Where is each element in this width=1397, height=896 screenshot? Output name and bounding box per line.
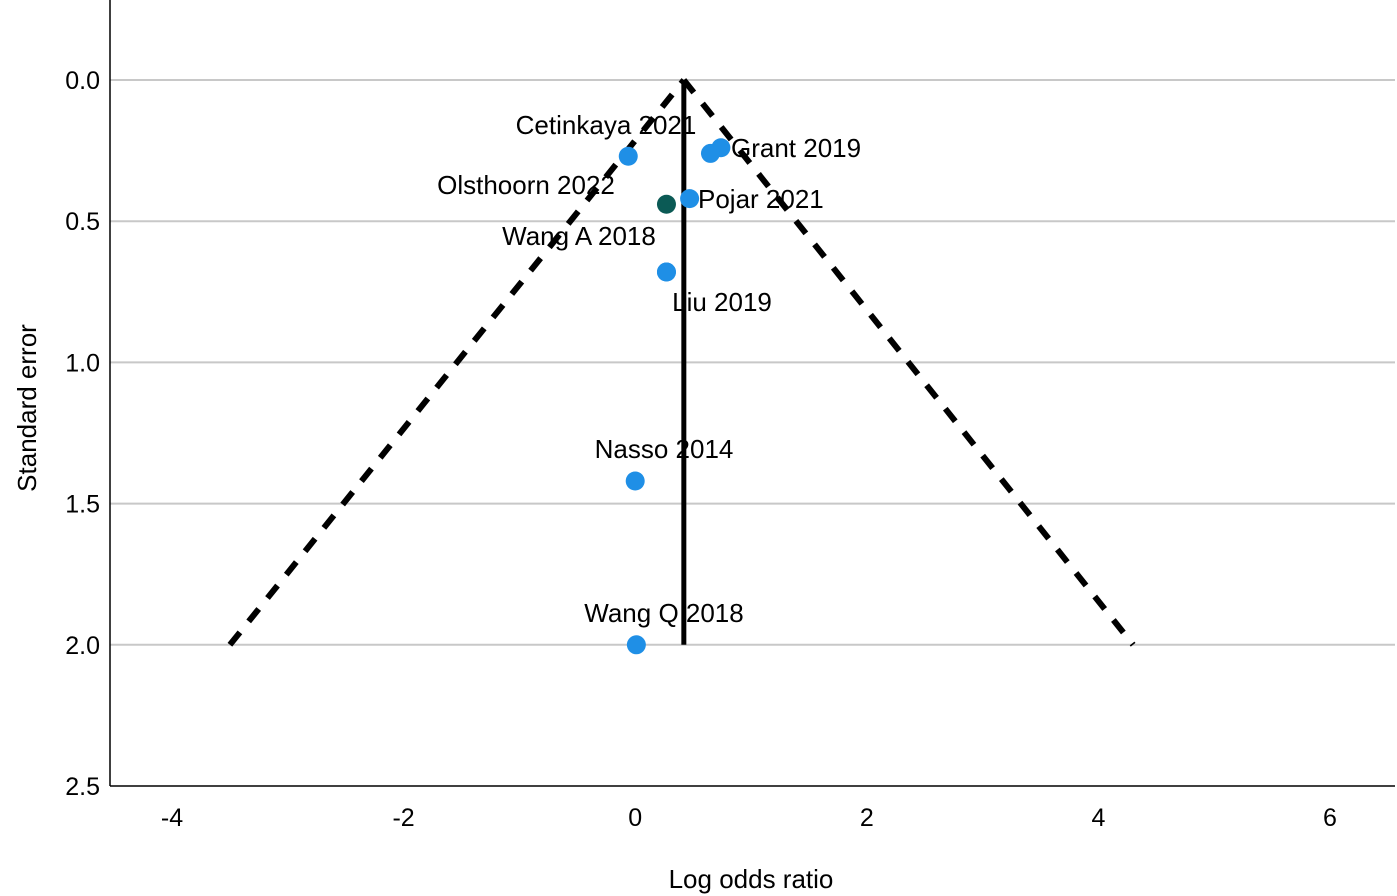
study-point <box>700 143 720 163</box>
study-label: Wang A 2018 <box>502 221 656 251</box>
y-axis-title: Standard error <box>12 324 42 492</box>
study-label: Grant 2019 <box>731 133 861 163</box>
study-label: Liu 2019 <box>672 287 772 317</box>
funnel-right-boundary <box>681 78 1136 647</box>
x-tick-label: 0 <box>628 804 642 832</box>
study-labels: Cetinkaya 2021 Grant 2019 Olsthoorn 2022 Po… <box>437 110 861 628</box>
axes: 0.0 0.5 1.0 1.5 2.0 2.5 -4 -2 0 2 4 6 <box>65 0 1395 832</box>
study-label: Cetinkaya 2021 <box>516 110 697 140</box>
x-tick-label: -2 <box>392 804 414 832</box>
study-label: Pojar 2021 <box>698 184 824 214</box>
y-tick-label: 1.5 <box>65 491 100 519</box>
funnel-left-boundary <box>227 78 687 647</box>
y-tick-label: 0.5 <box>65 208 100 236</box>
study-point <box>626 635 646 655</box>
x-axis-title: Log odds ratio <box>669 864 834 894</box>
funnel-lines <box>227 78 1136 647</box>
x-tick-label: -4 <box>161 804 183 832</box>
x-tick-label: 2 <box>860 804 874 832</box>
study-label: Wang Q 2018 <box>584 598 743 628</box>
y-tick-label: 2.5 <box>65 773 100 801</box>
study-label: Olsthoorn 2022 <box>437 170 615 200</box>
study-point <box>656 262 676 282</box>
study-point <box>656 194 676 214</box>
y-tick-label: 2.0 <box>65 632 100 660</box>
grid-layer <box>110 79 1395 646</box>
study-points <box>618 138 731 655</box>
study-point <box>625 471 645 491</box>
y-tick-label: 0.0 <box>65 67 100 95</box>
study-label: Nasso 2014 <box>595 434 734 464</box>
y-tick-label: 1.0 <box>65 349 100 377</box>
study-point <box>680 189 700 209</box>
x-tick-label: 4 <box>1091 804 1105 832</box>
study-point <box>618 146 638 166</box>
x-tick-label: 6 <box>1323 804 1337 832</box>
